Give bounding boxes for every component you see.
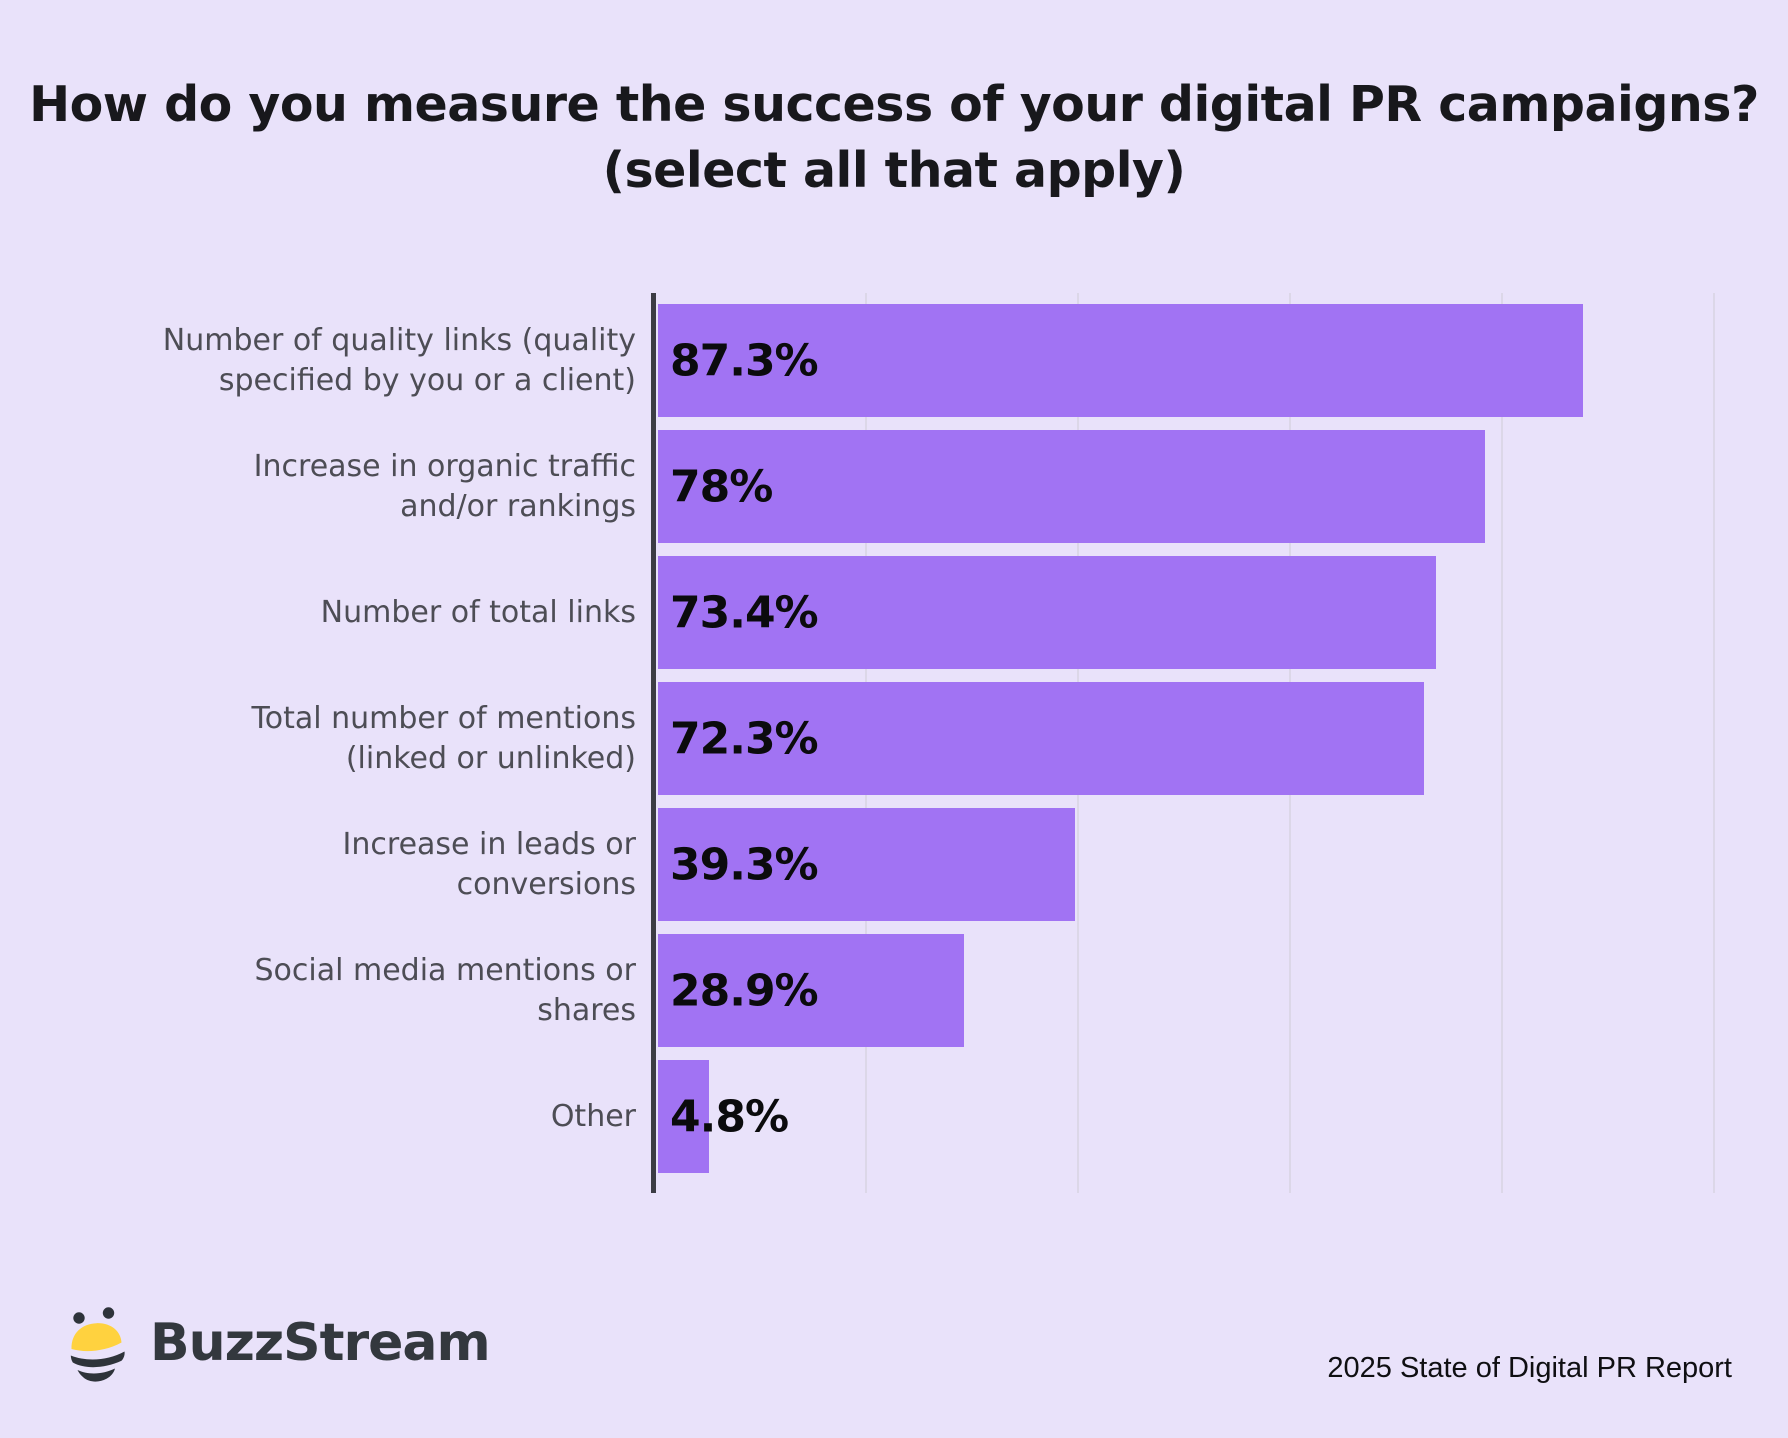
bee-icon [70,1307,125,1382]
row-plot-area: 28.9% [658,934,1788,1047]
category-label: Total number of mentions (linked or unli… [251,700,636,776]
chart-row: Number of total links 73.4% [0,556,1788,669]
category-label: Number of total links [320,594,636,630]
bar-value-label: 78% [670,461,773,512]
y-axis-line [651,293,656,1193]
chart-title-line1: How do you measure the success of your d… [29,76,1759,133]
category-label: Number of quality links (quality specifi… [162,322,636,398]
chart-row: Number of quality links (quality specifi… [0,304,1788,417]
chart-row: Social media mentions or shares 28.9% [0,934,1788,1047]
bar [658,682,1425,795]
bar [658,556,1437,669]
row-plot-area: 4.8% [658,1060,1788,1173]
brand-name: BuzzStream [150,1313,491,1373]
chart-rows: Number of quality links (quality specifi… [0,293,1788,1193]
chart-row: Total number of mentions (linked or unli… [0,682,1788,795]
row-plot-area: 87.3% [658,304,1788,417]
bar [658,934,965,1047]
chart-title-line2: (select all that apply) [602,142,1186,199]
category-label: Increase in organic traffic and/or ranki… [253,448,636,524]
report-title: 2025 State of Digital PR Report [1327,1352,1732,1384]
gridline-80pct [1500,293,1503,1193]
buzzstream-logo: BuzzStream [70,1306,491,1384]
bar-value-label: 73.4% [670,587,819,638]
bar-value-label: 87.3% [670,335,819,386]
bar-value-label: 39.3% [670,839,819,890]
bar [658,808,1075,921]
chart-row: Increase in organic traffic and/or ranki… [0,430,1788,543]
bar-value-label: 4.8% [670,1091,789,1142]
category-label: Increase in leads or conversions [342,826,636,902]
row-plot-area: 73.4% [658,556,1788,669]
category-label: Social media mentions or shares [254,952,636,1028]
chart-row: Other 4.8% [0,1060,1788,1173]
category-label: Other [550,1098,636,1134]
row-plot-area: 78% [658,430,1788,543]
bar-value-label: 72.3% [670,713,819,764]
bar [658,430,1485,543]
gridline-100pct [1712,293,1715,1193]
bar [658,1060,709,1173]
chart-title: How do you measure the success of your d… [0,72,1788,204]
row-plot-area: 72.3% [658,682,1788,795]
chart-row: Increase in leads or conversions 39.3% [0,808,1788,921]
bar [658,304,1584,417]
bar-chart: Number of quality links (quality specifi… [0,293,1788,1193]
bar-value-label: 28.9% [670,965,819,1016]
row-plot-area: 39.3% [658,808,1788,921]
